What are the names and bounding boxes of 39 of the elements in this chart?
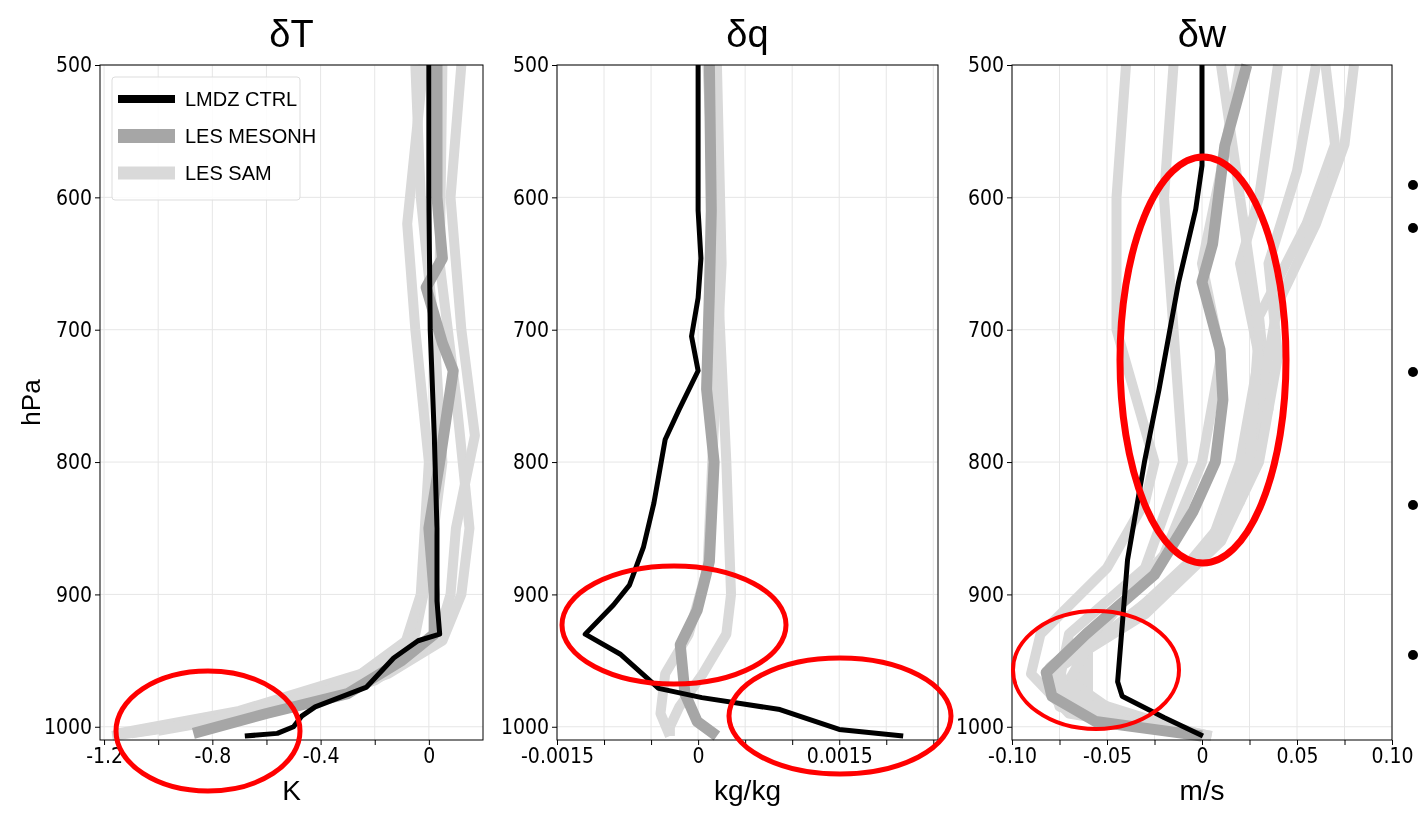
x-tick-label: -0.05 xyxy=(1083,743,1132,768)
y-tick-label: 900 xyxy=(967,582,1004,607)
y-tick-label: 600 xyxy=(512,185,549,210)
chart-title: δw xyxy=(1177,13,1227,55)
x-tick-label: 0 xyxy=(1196,743,1209,768)
x-axis-title: m/s xyxy=(1179,775,1225,806)
y-tick-label: 700 xyxy=(512,317,549,342)
y-tick-label: 800 xyxy=(967,450,1004,475)
y-tick-label: 900 xyxy=(55,582,92,607)
x-axis-title: K xyxy=(282,775,302,806)
y-tick-label: 800 xyxy=(55,450,92,475)
y-tick-label: 1000 xyxy=(500,714,549,739)
chart-title: δT xyxy=(269,13,314,55)
legend-label: LMDZ CTRL xyxy=(185,88,298,110)
chart-title: δq xyxy=(726,13,769,55)
legend-label: LES MESONH xyxy=(185,125,317,147)
y-tick-label: 600 xyxy=(967,185,1004,210)
y-tick-label: 1000 xyxy=(43,714,92,739)
x-tick-label: -0.8 xyxy=(194,743,232,768)
x-tick-label: -0.10 xyxy=(988,743,1037,768)
y-tick-label: 700 xyxy=(55,317,92,342)
y-tick-label: 700 xyxy=(967,317,1004,342)
x-tick-label: 0.0015 xyxy=(806,743,873,768)
y-tick-label: 900 xyxy=(512,582,549,607)
x-tick-label: 0.05 xyxy=(1276,743,1319,768)
y-tick-label: 500 xyxy=(967,53,1004,78)
x-tick-label: 0 xyxy=(692,743,705,768)
x-tick-label: 0.10 xyxy=(1371,743,1414,768)
y-tick-label: 600 xyxy=(55,185,92,210)
x-tick-label: -0.0015 xyxy=(521,743,594,768)
y-axis-title: hPa xyxy=(16,378,46,426)
x-axis-title: kg/kg xyxy=(714,775,781,806)
y-tick-label: 500 xyxy=(512,53,549,78)
legend-label: LES SAM xyxy=(185,162,272,184)
x-tick-label: 0 xyxy=(423,743,436,768)
y-tick-label: 500 xyxy=(55,53,92,78)
x-tick-label: -0.4 xyxy=(302,743,340,768)
y-tick-label: 800 xyxy=(512,450,549,475)
y-tick-label: 1000 xyxy=(955,714,1004,739)
